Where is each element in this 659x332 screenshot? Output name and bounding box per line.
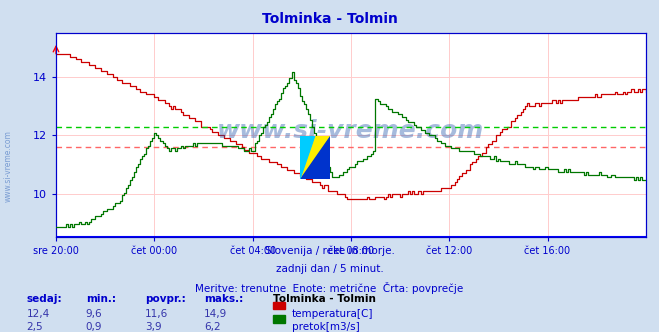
Text: 0,9: 0,9 (86, 322, 102, 332)
Text: Tolminka - Tolmin: Tolminka - Tolmin (273, 294, 376, 304)
Text: 11,6: 11,6 (145, 309, 168, 319)
Text: temperatura[C]: temperatura[C] (292, 309, 374, 319)
Text: 9,6: 9,6 (86, 309, 102, 319)
Polygon shape (300, 136, 330, 179)
Text: 14,9: 14,9 (204, 309, 227, 319)
Text: 6,2: 6,2 (204, 322, 221, 332)
Text: 2,5: 2,5 (26, 322, 43, 332)
Text: www.si-vreme.com: www.si-vreme.com (3, 130, 13, 202)
Text: www.si-vreme.com: www.si-vreme.com (217, 119, 484, 143)
Text: 12,4: 12,4 (26, 309, 49, 319)
Text: Meritve: trenutne  Enote: metrične  Črta: povprečje: Meritve: trenutne Enote: metrične Črta: … (195, 282, 464, 294)
Text: 3,9: 3,9 (145, 322, 161, 332)
Text: Slovenija / reke in morje.: Slovenija / reke in morje. (264, 246, 395, 256)
Text: Tolminka - Tolmin: Tolminka - Tolmin (262, 12, 397, 26)
Text: sedaj:: sedaj: (26, 294, 62, 304)
Text: zadnji dan / 5 minut.: zadnji dan / 5 minut. (275, 264, 384, 274)
Text: pretok[m3/s]: pretok[m3/s] (292, 322, 360, 332)
Polygon shape (300, 136, 315, 179)
Text: maks.:: maks.: (204, 294, 244, 304)
Text: min.:: min.: (86, 294, 116, 304)
Text: povpr.:: povpr.: (145, 294, 186, 304)
Polygon shape (300, 136, 315, 179)
Polygon shape (300, 136, 315, 158)
Polygon shape (300, 136, 330, 179)
